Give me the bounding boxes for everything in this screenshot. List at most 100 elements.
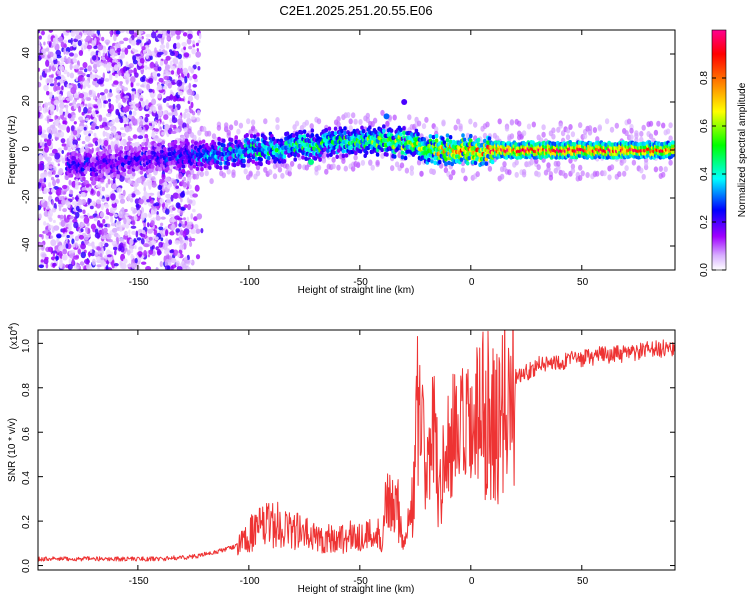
heatmap-speckle bbox=[179, 67, 183, 74]
heatmap-ridge-cell bbox=[131, 172, 136, 177]
heatmap-speckle bbox=[175, 128, 180, 133]
heatmap-speckle bbox=[64, 55, 67, 62]
heatmap-speckle bbox=[134, 142, 139, 147]
heatmap-halo bbox=[407, 114, 412, 121]
heatmap-speckle bbox=[132, 182, 139, 188]
heatmap-speckle bbox=[84, 226, 89, 232]
heatmap-speckle bbox=[60, 65, 65, 72]
heatmap-blob bbox=[401, 99, 408, 105]
heatmap-ridge-cell bbox=[327, 126, 332, 131]
heatmap-ridge-cell bbox=[427, 157, 431, 163]
heatmap-speckle bbox=[69, 72, 75, 79]
heatmap-speckle bbox=[150, 55, 153, 61]
heatmap-ridge-cell bbox=[332, 150, 336, 155]
heatmap-speckle bbox=[104, 203, 110, 209]
heatmap-speckle bbox=[43, 133, 46, 140]
heatmap-speckle bbox=[58, 195, 64, 201]
heatmap-ridge-cell bbox=[141, 142, 145, 147]
heatmap-ridge-cell bbox=[119, 145, 123, 151]
heatmap-speckle bbox=[137, 88, 143, 94]
heatmap-ridge-cell bbox=[368, 125, 372, 130]
heatmap-speckle bbox=[154, 208, 158, 212]
heatmap-ridge-cell bbox=[259, 157, 263, 162]
heatmap-ridge-cell bbox=[385, 152, 389, 157]
heatmap-speckle bbox=[145, 266, 152, 270]
heatmap-ridge-cell bbox=[293, 157, 298, 162]
heatmap-speckle bbox=[78, 105, 82, 113]
heatmap-speckle bbox=[104, 242, 109, 248]
heatmap-speckle bbox=[84, 68, 88, 73]
heatmap-speckle bbox=[119, 117, 124, 124]
heatmap-speckle bbox=[175, 260, 180, 268]
heatmap-halo bbox=[416, 120, 422, 127]
heatmap-speckle bbox=[148, 212, 151, 219]
heatmap-ridge-cell bbox=[447, 160, 451, 166]
heatmap-speckle bbox=[151, 98, 157, 106]
heatmap-ridge-cell bbox=[484, 161, 489, 166]
heatmap-speckle bbox=[111, 118, 116, 125]
heatmap-speckle bbox=[195, 254, 201, 260]
heatmap-speckle bbox=[172, 179, 178, 187]
heatmap-ridge-cell bbox=[441, 136, 445, 141]
heatmap-halo bbox=[375, 159, 380, 166]
heatmap-speckle bbox=[134, 245, 137, 250]
heatmap-speckle bbox=[61, 199, 67, 206]
heatmap-speckle bbox=[195, 51, 202, 58]
heatmap-halo bbox=[346, 112, 351, 118]
heatmap-speckle bbox=[38, 153, 44, 160]
heatmap-speckle bbox=[92, 110, 96, 118]
heatmap-halo bbox=[385, 120, 390, 127]
heatmap-speckle bbox=[124, 222, 130, 229]
heatmap-speckle bbox=[136, 205, 140, 211]
heatmap-halo bbox=[443, 167, 449, 174]
heatmap-speckle bbox=[121, 133, 127, 137]
heatmap-halo bbox=[622, 170, 627, 177]
heatmap-speckle bbox=[50, 188, 56, 193]
heatmap-speckle bbox=[97, 41, 101, 45]
heatmap-halo bbox=[661, 171, 666, 178]
heatmap-speckle bbox=[189, 241, 193, 247]
heatmap-ridge-cell bbox=[189, 161, 193, 166]
heatmap-ridge-cell bbox=[97, 151, 102, 156]
heatmap-halo bbox=[565, 134, 571, 141]
heatmap-speckle bbox=[136, 42, 140, 46]
heatmap-ridge-cell bbox=[341, 149, 346, 154]
heatmap-ridge-cell bbox=[467, 155, 472, 161]
heatmap-halo bbox=[202, 126, 207, 133]
heatmap-speckle bbox=[97, 266, 100, 270]
heatmap-speckle bbox=[165, 176, 171, 182]
heatmap-ridge-cell bbox=[313, 156, 318, 161]
heatmap-ridge-cell bbox=[462, 137, 467, 142]
heatmap-ridge-cell bbox=[473, 160, 478, 166]
heatmap-ridge-cell bbox=[180, 142, 184, 148]
heatmap-speckle bbox=[61, 143, 67, 147]
heatmap-halo bbox=[360, 159, 366, 166]
heatmap-speckle bbox=[83, 106, 88, 114]
heatmap-speckle bbox=[74, 64, 80, 70]
heatmap-speckle bbox=[120, 245, 125, 253]
heatmap-halo bbox=[275, 117, 280, 123]
heatmap-speckle bbox=[56, 234, 62, 239]
heatmap-speckle bbox=[178, 223, 182, 228]
heatmap-speckle bbox=[72, 114, 76, 119]
heatmap-ridge-cell bbox=[181, 168, 186, 174]
heatmap-speckle bbox=[144, 133, 149, 140]
heatmap-speckle bbox=[151, 176, 156, 180]
heatmap-speckle bbox=[157, 84, 163, 91]
heatmap-speckle bbox=[58, 93, 62, 101]
heatmap-halo bbox=[463, 175, 468, 182]
heatmap-speckle bbox=[160, 216, 166, 220]
heatmap-ridge-cell bbox=[198, 145, 203, 150]
heatmap-speckle bbox=[176, 79, 183, 87]
heatmap-speckle bbox=[72, 130, 78, 136]
heatmap-speckle bbox=[188, 45, 193, 50]
heatmap-speckle bbox=[92, 93, 96, 100]
heatmap-ridge-cell bbox=[329, 152, 333, 157]
heatmap-ridge-cell bbox=[341, 153, 346, 159]
heatmap-speckle bbox=[69, 215, 75, 220]
heatmap-speckle bbox=[44, 256, 49, 261]
heatmap-speckle bbox=[46, 90, 50, 96]
heatmap-speckle bbox=[80, 251, 87, 259]
heatmap-speckle bbox=[110, 30, 113, 38]
